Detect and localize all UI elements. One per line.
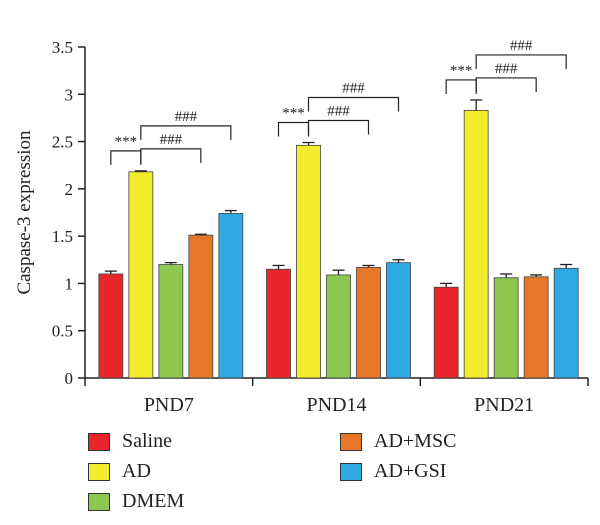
significance-bracket <box>307 119 370 135</box>
significance-bracket <box>475 54 567 69</box>
bar-dmem <box>493 277 519 379</box>
significance-label: *** <box>115 134 138 150</box>
bar-ad <box>128 171 154 379</box>
y-tick-label: 2 <box>65 180 74 199</box>
x-category-label: PND14 <box>306 394 366 416</box>
y-tick-label: 3.5 <box>52 38 73 57</box>
significance-label: ### <box>342 81 365 97</box>
significance-bracket <box>140 125 232 140</box>
significance-bracket <box>475 77 537 92</box>
significance-bracket <box>277 121 310 137</box>
significance-label: ### <box>495 61 518 77</box>
significance-bracket <box>140 148 202 163</box>
x-category-label: PND21 <box>474 394 534 416</box>
bar-ad-msc <box>523 276 549 379</box>
significance-bracket <box>110 150 142 165</box>
y-tick-label: 0.5 <box>52 322 73 341</box>
y-tick-label: 2.5 <box>52 133 73 152</box>
bar-dmem <box>158 264 184 379</box>
bar-ad-gsi <box>553 267 579 379</box>
bar-saline <box>433 286 459 379</box>
bar-ad-msc <box>356 266 381 379</box>
significance-label: *** <box>450 63 473 79</box>
y-tick-label: 3 <box>65 85 74 104</box>
significance-bracket <box>445 79 477 94</box>
y-tick-label: 1 <box>65 274 74 293</box>
significance-label: ### <box>160 132 183 148</box>
significance-label: *** <box>282 106 305 122</box>
significance-label: ### <box>175 109 198 125</box>
significance-bracket <box>307 96 400 112</box>
bar-saline <box>266 268 291 379</box>
bar-saline <box>98 273 124 379</box>
bar-ad <box>463 109 489 379</box>
y-tick-label: 0 <box>65 369 74 388</box>
bar-ad-gsi <box>218 213 244 379</box>
x-category-label: PND7 <box>144 394 194 416</box>
y-tick-label: 1.5 <box>52 227 73 246</box>
y-axis-title: Caspase-3 expression <box>14 130 35 295</box>
bar-ad-msc <box>188 234 214 379</box>
bar-dmem <box>326 274 351 379</box>
significance-label: ### <box>327 104 350 120</box>
bar-ad <box>296 144 321 379</box>
bar-ad-gsi <box>386 262 411 379</box>
significance-label: ### <box>510 38 533 54</box>
